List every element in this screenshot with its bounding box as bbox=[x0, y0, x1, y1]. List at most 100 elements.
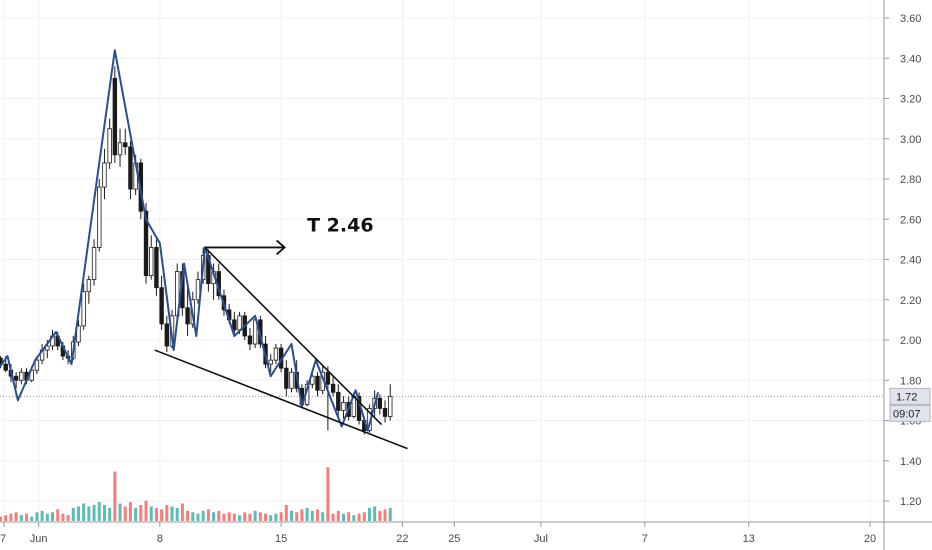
candle-body bbox=[154, 247, 159, 289]
candle-body bbox=[247, 335, 253, 345]
candle-body bbox=[97, 186, 102, 248]
candle-body bbox=[159, 287, 164, 325]
volume-bar bbox=[40, 510, 44, 521]
volume-bar bbox=[108, 507, 112, 521]
candle-body bbox=[325, 371, 331, 385]
candle bbox=[91, 239, 97, 286]
candle-body bbox=[289, 371, 294, 389]
candle-body bbox=[237, 315, 242, 331]
zigzag-line[interactable] bbox=[0, 49, 380, 432]
x-tick-label: Jun bbox=[30, 533, 48, 545]
volume-bar bbox=[196, 513, 200, 521]
candle bbox=[13, 372, 19, 389]
volume-bars bbox=[0, 467, 392, 521]
candle-body bbox=[185, 307, 190, 325]
candle bbox=[330, 376, 336, 397]
y-tick-label: 2.20 bbox=[900, 295, 921, 307]
annotation-layer: T 2.46 bbox=[204, 214, 374, 256]
y-tick-label: 3.40 bbox=[900, 53, 921, 65]
volume-bar bbox=[14, 512, 18, 521]
time-axis[interactable]: 7 Jun 8 15 22 25 Jul 7 13 20 bbox=[0, 521, 932, 545]
plot-area bbox=[0, 0, 884, 522]
candle bbox=[268, 354, 273, 373]
y-tick-label: 3.60 bbox=[900, 13, 921, 25]
volume-bar bbox=[300, 509, 304, 521]
candle bbox=[76, 319, 81, 347]
volume-bar bbox=[19, 515, 23, 521]
volume-bar bbox=[367, 507, 371, 521]
y-tick-label: 1.80 bbox=[900, 375, 921, 387]
candle-body bbox=[19, 371, 24, 381]
countdown-label: 09:07 bbox=[893, 408, 921, 420]
volume-bar bbox=[191, 512, 195, 521]
y-tick-label: 2.80 bbox=[900, 174, 921, 186]
y-tick-label: 2.60 bbox=[900, 214, 921, 226]
volume-bar bbox=[186, 510, 190, 521]
volume-bar bbox=[290, 510, 294, 521]
volume-bar bbox=[154, 507, 158, 521]
volume-bar bbox=[336, 510, 340, 521]
volume-bar bbox=[373, 506, 377, 521]
volume-bar bbox=[362, 512, 366, 521]
volume-bar bbox=[264, 513, 268, 521]
volume-bar bbox=[82, 503, 86, 521]
y-tick-label: 3.20 bbox=[900, 94, 921, 106]
volume-bar bbox=[388, 507, 392, 521]
volume-bar bbox=[97, 502, 101, 521]
candle-body bbox=[377, 397, 383, 409]
pattern-lines bbox=[0, 49, 408, 450]
candle bbox=[388, 384, 393, 421]
candle-body bbox=[117, 142, 123, 156]
candle bbox=[81, 283, 86, 330]
candle-body bbox=[315, 375, 320, 391]
y-tick-label: 2.00 bbox=[900, 335, 921, 347]
candle-body bbox=[149, 247, 154, 277]
countdown-badge bbox=[889, 404, 931, 422]
volume-bar bbox=[50, 512, 54, 521]
candle bbox=[128, 140, 133, 200]
candle bbox=[247, 327, 253, 351]
volume-bar bbox=[123, 506, 127, 521]
upper-trendline[interactable] bbox=[204, 246, 383, 426]
x-tick-label: 20 bbox=[864, 533, 876, 545]
volume-bar bbox=[295, 512, 299, 521]
volume-bar bbox=[331, 513, 335, 521]
candle-body bbox=[45, 345, 50, 351]
volume-bar bbox=[61, 513, 65, 521]
candle bbox=[149, 235, 154, 280]
candle bbox=[284, 360, 289, 397]
candle bbox=[117, 128, 123, 167]
candle-body bbox=[128, 146, 133, 190]
volume-bar bbox=[347, 512, 351, 521]
volume-bar bbox=[118, 503, 122, 521]
volume-bar bbox=[217, 510, 221, 521]
candle bbox=[123, 128, 128, 155]
volume-bar bbox=[128, 502, 132, 521]
x-tick-label: 7 bbox=[0, 533, 6, 545]
candle-body bbox=[330, 383, 336, 393]
x-tick-label: 15 bbox=[275, 533, 287, 545]
candle-body bbox=[336, 391, 341, 411]
candle bbox=[377, 394, 383, 415]
y-tick-label: 3.00 bbox=[900, 134, 921, 146]
y-tick-label: 2.40 bbox=[900, 255, 921, 267]
volume-bar bbox=[279, 512, 283, 521]
lower-trendline[interactable] bbox=[154, 349, 408, 450]
candle-body bbox=[341, 401, 346, 411]
volume-bar bbox=[0, 516, 3, 521]
volume-bar bbox=[352, 515, 356, 521]
volume-bar bbox=[383, 509, 387, 521]
volume-bar bbox=[310, 510, 314, 521]
candle bbox=[336, 384, 341, 417]
candle-body bbox=[382, 408, 388, 417]
volume-bar bbox=[258, 512, 262, 521]
volume-bar bbox=[71, 507, 75, 521]
candle bbox=[164, 315, 170, 353]
candle bbox=[86, 275, 92, 304]
candle-body bbox=[112, 77, 118, 156]
candle bbox=[159, 275, 164, 330]
x-tick-label: 13 bbox=[743, 533, 755, 545]
price-axis[interactable]: 1.201.401.601.802.002.202.402.602.803.00… bbox=[883, 0, 921, 550]
x-tick-label: 22 bbox=[396, 533, 408, 545]
